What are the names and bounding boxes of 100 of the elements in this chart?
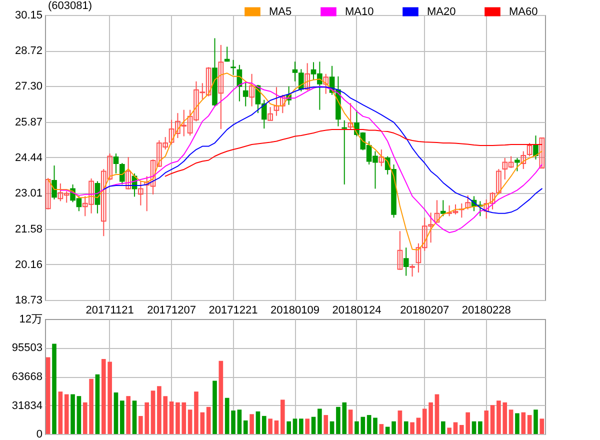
bar	[490, 405, 495, 434]
bar	[434, 394, 440, 434]
bar	[366, 415, 372, 434]
y-axis-title: 12万	[19, 314, 42, 326]
bar	[274, 420, 279, 434]
x-tick-label: 20180109	[270, 304, 320, 316]
candlestick	[138, 180, 144, 206]
bar	[478, 421, 482, 434]
y-tick-label: 20.16	[14, 258, 42, 271]
bar	[169, 401, 174, 434]
bar	[447, 428, 452, 434]
candlestick	[242, 80, 248, 107]
bar	[76, 396, 82, 434]
candlestick	[533, 135, 538, 160]
bar	[305, 418, 310, 434]
bar	[398, 410, 402, 434]
candlestick	[126, 156, 131, 190]
bar	[237, 410, 242, 434]
bar	[286, 421, 291, 434]
y-tick-label: 30.15	[14, 10, 42, 22]
candlestick	[348, 102, 354, 130]
legend-label: MA60	[509, 6, 538, 18]
y-tick-label: 31834	[12, 400, 42, 412]
bar	[484, 410, 489, 434]
bar	[292, 418, 298, 434]
y-tick-label: 21.58	[14, 223, 42, 236]
bar	[324, 415, 328, 434]
candlestick	[224, 46, 230, 62]
bar	[440, 421, 446, 434]
y-tick-label: 27.30	[14, 80, 42, 93]
x-tick-label: 20171121	[86, 304, 134, 316]
legend-label: MA5	[269, 6, 292, 18]
candlestick	[280, 94, 286, 114]
y-tick-label: 95503	[12, 342, 42, 354]
candlestick	[410, 264, 415, 278]
bar	[120, 400, 124, 434]
y-tick-label: 63668	[12, 371, 42, 383]
candlestick	[378, 149, 384, 167]
x-tick-label: 20180124	[332, 304, 382, 316]
bar	[95, 374, 100, 434]
candlestick	[230, 59, 236, 76]
candlestick	[268, 106, 273, 121]
candlestick	[526, 142, 532, 157]
bar	[453, 422, 458, 434]
bar	[150, 390, 156, 434]
bar	[262, 416, 266, 434]
y-tick-label: 18.73	[14, 294, 42, 306]
x-tick-label: 20171207	[147, 304, 196, 316]
y-tick-label: 28.72	[14, 45, 42, 58]
legend-label: MA20	[427, 6, 456, 18]
candlestick	[514, 158, 520, 172]
candlestick	[434, 200, 440, 224]
candlestick	[274, 86, 280, 116]
bar	[212, 380, 217, 434]
bar	[521, 412, 526, 434]
candlestick	[539, 138, 545, 168]
candlestick	[45, 177, 51, 210]
bar	[410, 422, 414, 434]
y-tick-label: 23.01	[14, 188, 42, 200]
candlestick	[304, 62, 310, 91]
bar	[243, 420, 248, 434]
y-tick-label: 24.44	[14, 152, 42, 164]
y-tick-label: 25.87	[14, 116, 42, 128]
x-tick-label: 20180207	[400, 304, 450, 316]
bar	[256, 411, 260, 434]
y-tick-label: 0	[36, 428, 42, 440]
candlestick	[520, 150, 526, 170]
bar	[379, 424, 384, 434]
candlestick	[459, 202, 464, 218]
legend-label: MA10	[345, 6, 374, 18]
bar	[218, 360, 224, 434]
bar	[416, 418, 421, 434]
candlestick	[249, 73, 254, 107]
candlestick	[397, 230, 403, 270]
candlestick	[113, 153, 119, 174]
x-tick-label: 20180228	[462, 304, 511, 316]
bar	[206, 406, 211, 434]
candlestick	[218, 44, 224, 130]
candlestick	[440, 200, 446, 217]
bar	[311, 416, 316, 434]
bar	[126, 396, 130, 434]
candlestick	[403, 247, 409, 276]
bar	[188, 410, 192, 434]
bar	[132, 400, 137, 434]
bar	[348, 410, 353, 434]
candlestick	[496, 168, 502, 195]
candlestick	[342, 120, 348, 185]
candlestick	[52, 164, 57, 200]
bar	[540, 418, 544, 434]
bar	[404, 421, 408, 434]
bar	[318, 408, 322, 434]
chart-title: (603081)	[48, 0, 92, 12]
bar	[250, 414, 254, 434]
bar	[515, 413, 520, 434]
bar	[114, 392, 118, 434]
candlestick	[323, 73, 329, 94]
bar	[330, 421, 334, 434]
candlestick	[465, 194, 470, 210]
x-tick-label: 20171221	[208, 304, 258, 316]
bar	[373, 418, 378, 434]
